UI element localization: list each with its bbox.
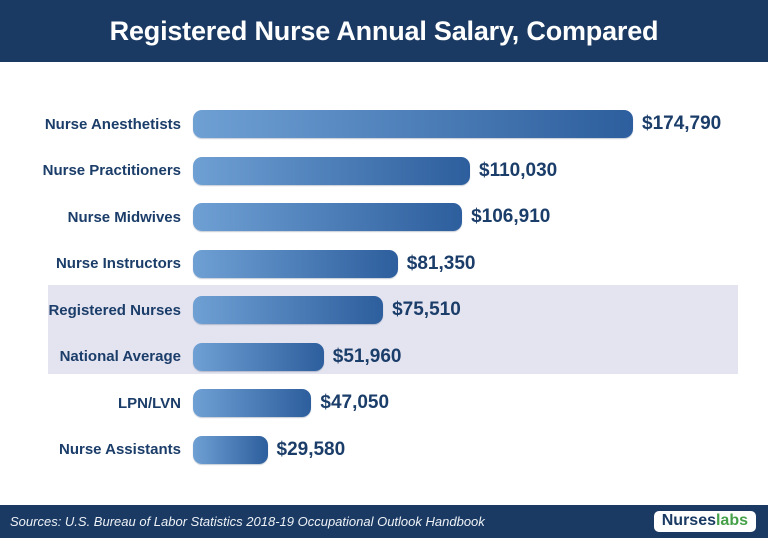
value-label: $51,960 — [332, 345, 402, 367]
value-label: $29,580 — [276, 438, 346, 460]
salary-bar — [193, 342, 324, 371]
logo-text-nurses: Nurses — [661, 512, 716, 529]
salary-bar — [193, 389, 312, 417]
table-row: Nurse Practitioners $110,030 — [0, 156, 768, 185]
salary-bar — [193, 156, 470, 185]
chart-rows: Nurse Anesthetists $174,790 Nurse Practi… — [0, 110, 768, 464]
category-label: Registered Nurses — [48, 301, 181, 319]
salary-bar — [193, 249, 398, 278]
salary-bar — [193, 110, 633, 138]
title-bar: Registered Nurse Annual Salary, Compared — [0, 0, 768, 62]
bar-chart: Nurse Anesthetists $174,790 Nurse Practi… — [0, 62, 768, 505]
page-title: Registered Nurse Annual Salary, Compared — [109, 15, 659, 46]
table-row-highlighted: Registered Nurses $75,510 — [0, 296, 768, 324]
source-citation: Sources: U.S. Bureau of Labor Statistics… — [10, 514, 485, 529]
category-label: National Average — [59, 348, 181, 365]
salary-bar — [193, 435, 268, 464]
table-row-highlighted: National Average $51,960 — [0, 342, 768, 371]
footer-bar: Sources: U.S. Bureau of Labor Statistics… — [0, 505, 768, 538]
table-row: Nurse Instructors $81,350 — [0, 249, 768, 278]
highlight-band — [48, 285, 738, 374]
nurseslabs-logo: Nurses labs — [653, 511, 756, 532]
value-label: $110,030 — [479, 159, 558, 181]
table-row: Nurse Assistants $29,580 — [0, 435, 768, 464]
category-label: Nurse Instructors — [55, 255, 181, 272]
category-label: Nurse Assistants — [59, 441, 181, 458]
value-label: $75,510 — [392, 299, 461, 320]
category-label: Nurse Practitioners — [42, 162, 181, 179]
value-label: $47,050 — [320, 392, 390, 413]
value-label: $106,910 — [471, 206, 551, 227]
value-label: $174,790 — [642, 113, 722, 134]
category-label: Nurse Midwives — [67, 208, 181, 226]
salary-bar — [193, 296, 384, 324]
table-row: Nurse Anesthetists $174,790 — [0, 110, 768, 138]
table-row: Nurse Midwives $106,910 — [0, 203, 768, 231]
salary-bar — [193, 203, 463, 231]
table-row: LPN/LVN $47,050 — [0, 389, 768, 417]
logo-text-labs: labs — [715, 512, 748, 529]
category-label: LPN/LVN — [117, 394, 181, 412]
category-label: Nurse Anesthetists — [44, 115, 181, 133]
value-label: $81,350 — [406, 252, 476, 274]
